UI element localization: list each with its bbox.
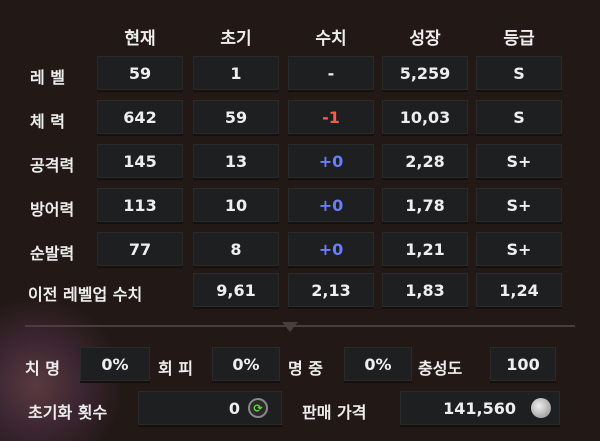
header-current: 현재 (124, 29, 156, 49)
current-cell: 77 (97, 232, 183, 268)
prev-initial: 9,61 (193, 273, 279, 309)
current-cell: 145 (97, 144, 183, 180)
initial-cell: 1 (193, 56, 279, 92)
growth-cell: 2,28 (382, 144, 468, 180)
value-cell: +0 (288, 188, 374, 224)
growth-cell: 1,78 (382, 188, 468, 224)
sell-price-value: 141,560 (443, 398, 516, 418)
accuracy-label: 명 중 (288, 359, 324, 378)
growth-cell: 10,03 (382, 100, 468, 136)
initial-cell: 59 (193, 100, 279, 136)
current-cell: 642 (97, 100, 183, 136)
grade-cell: S+ (476, 188, 562, 224)
reset-icon[interactable]: ⟳ (248, 398, 268, 418)
initial-cell: 13 (193, 144, 279, 180)
grade-cell: S (476, 56, 562, 92)
growth-cell: 1,21 (382, 232, 468, 268)
coin-icon (531, 398, 551, 418)
evade-label: 회 피 (158, 359, 194, 378)
prev-growth: 1,83 (382, 273, 468, 309)
value-cell: +0 (288, 232, 374, 268)
accuracy-value: 0% (344, 347, 412, 383)
prev-grade: 1,24 (476, 273, 562, 309)
grade-cell: S+ (476, 144, 562, 180)
divider (25, 325, 575, 327)
growth-cell: 5,259 (382, 56, 468, 92)
reset-count-label: 초기화 횟수 (28, 403, 108, 422)
header-initial: 초기 (220, 29, 252, 49)
divider-arrow-icon (282, 322, 298, 332)
grade-cell: S+ (476, 232, 562, 268)
value-cell: +0 (288, 144, 374, 180)
sell-price-label: 판매 가격 (302, 403, 367, 422)
value-cell: - (288, 56, 374, 92)
row-label: 공격력 (30, 156, 75, 175)
reset-count-value: 0 (228, 398, 240, 418)
header-growth: 성장 (409, 29, 441, 49)
current-cell: 113 (97, 188, 183, 224)
value-cell: -1 (288, 100, 374, 136)
header-value: 수치 (315, 29, 347, 49)
row-label: 레 벨 (30, 68, 66, 87)
loyalty-value: 100 (490, 347, 556, 383)
loyalty-label: 충성도 (418, 359, 463, 378)
row-label: 체 력 (30, 112, 66, 131)
grade-cell: S (476, 100, 562, 136)
initial-cell: 10 (193, 188, 279, 224)
evade-value: 0% (212, 347, 280, 383)
header-grade: 등급 (503, 29, 535, 49)
crit-label: 치 명 (25, 359, 61, 378)
prev-levelup-label: 이전 레벨업 수치 (28, 285, 143, 304)
row-label: 순발력 (30, 244, 75, 263)
crit-value: 0% (80, 347, 150, 383)
current-cell: 59 (97, 56, 183, 92)
initial-cell: 8 (193, 232, 279, 268)
prev-value: 2,13 (288, 273, 374, 309)
row-label: 방어력 (30, 200, 75, 219)
